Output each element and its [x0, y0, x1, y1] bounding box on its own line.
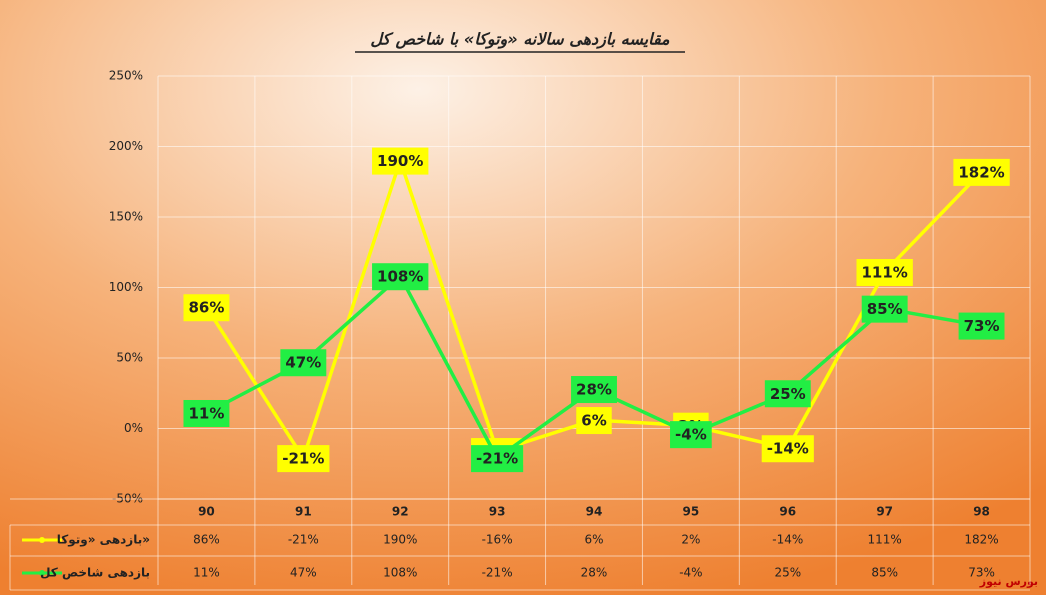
table-cell: -21%	[482, 566, 513, 580]
data-label-box	[571, 376, 617, 404]
table-cell: -16%	[482, 533, 513, 547]
table-cell: 6%	[584, 533, 603, 547]
data-label: 47%	[285, 354, 321, 372]
data-label: -14%	[767, 440, 809, 458]
data-label-box	[958, 312, 1005, 340]
data-label-group: 25%	[764, 380, 811, 408]
table-cell: 47%	[290, 566, 317, 580]
data-label: 73%	[964, 317, 1000, 335]
legend-label: بازدهی «وتوکا»	[57, 533, 150, 548]
data-label: 111%	[861, 263, 907, 281]
data-label-group: 111%	[856, 258, 913, 286]
data-label-box	[372, 263, 429, 291]
data-label: -4%	[675, 426, 707, 444]
table-cell: 182%	[964, 533, 998, 547]
data-label-box	[576, 407, 612, 435]
table-cell: 11%	[193, 566, 220, 580]
y-tick-label: 150%	[109, 210, 143, 224]
data-label-group: -14%	[761, 435, 814, 463]
table-cell: 108%	[383, 566, 417, 580]
table-cell: 111%	[868, 533, 902, 547]
x-tick-label: 95	[683, 505, 700, 519]
x-tick-label: 96	[779, 505, 796, 519]
data-label-group: 108%	[372, 263, 429, 291]
table-cell: 25%	[774, 566, 801, 580]
data-label-box	[277, 445, 330, 473]
x-tick-label: 93	[489, 505, 506, 519]
data-label-box	[764, 380, 811, 408]
x-tick-label: 90	[198, 505, 215, 519]
table-cell: -4%	[679, 566, 702, 580]
table-cell: -14%	[772, 533, 803, 547]
data-label-box	[372, 147, 429, 175]
data-label-box	[761, 435, 814, 463]
data-label-group: 86%	[183, 294, 230, 322]
y-tick-label: 50%	[116, 351, 143, 365]
x-tick-label: 91	[295, 505, 312, 519]
legend-marker	[39, 570, 45, 576]
data-label: 28%	[576, 381, 612, 399]
watermark: بورس نیوز	[979, 575, 1038, 588]
data-label-box	[861, 295, 908, 323]
data-label: -21%	[476, 450, 518, 468]
data-label: 85%	[867, 300, 903, 318]
data-label: 6%	[581, 412, 606, 430]
data-label-box	[670, 421, 712, 449]
chart-title: مقایسه بازدهی سالانه «وتوکا» با شاخص کل	[370, 30, 670, 50]
data-label-group: -21%	[471, 445, 524, 473]
y-tick-label: 0%	[124, 421, 143, 435]
y-tick-label: 250%	[109, 69, 143, 83]
data-label: 25%	[770, 385, 806, 403]
x-tick-label: 97	[876, 505, 893, 519]
table-cell: 85%	[871, 566, 898, 580]
data-label-group: -4%	[670, 421, 712, 449]
data-label-group: 47%	[280, 349, 327, 377]
data-label: 11%	[188, 404, 224, 422]
data-label-box	[471, 445, 524, 473]
table-cell: 190%	[383, 533, 417, 547]
data-label-group: 190%	[372, 147, 429, 175]
table-cell: 28%	[581, 566, 608, 580]
data-label-group: -21%	[277, 445, 330, 473]
x-tick-label: 98	[973, 505, 990, 519]
table-cell: -21%	[288, 533, 319, 547]
data-label-box	[953, 158, 1010, 186]
table-cell: 73%	[968, 566, 995, 580]
data-label-box	[280, 349, 327, 377]
y-tick-label: 100%	[109, 280, 143, 294]
data-label-box	[183, 399, 230, 427]
legend-label: بازدهی شاخص کل	[40, 566, 150, 580]
data-label: -21%	[282, 450, 324, 468]
data-label-group: 28%	[571, 376, 617, 404]
x-tick-label: 92	[392, 505, 409, 519]
data-label-group: 85%	[861, 295, 908, 323]
data-label-group: 6%	[576, 407, 612, 435]
data-label-group: 11%	[183, 399, 230, 427]
table-cell: 2%	[681, 533, 700, 547]
data-label: 190%	[377, 152, 423, 170]
data-label: 182%	[958, 163, 1004, 181]
x-tick-label: 94	[586, 505, 603, 519]
data-label-group: 73%	[958, 312, 1005, 340]
data-label-box	[856, 258, 913, 286]
y-tick-label: 200%	[109, 139, 143, 153]
data-label: 108%	[377, 268, 423, 286]
data-label-group: 182%	[953, 158, 1010, 186]
data-label-box	[183, 294, 230, 322]
legend-marker	[39, 537, 45, 543]
table-cell: 86%	[193, 533, 220, 547]
data-label: 86%	[188, 299, 224, 317]
